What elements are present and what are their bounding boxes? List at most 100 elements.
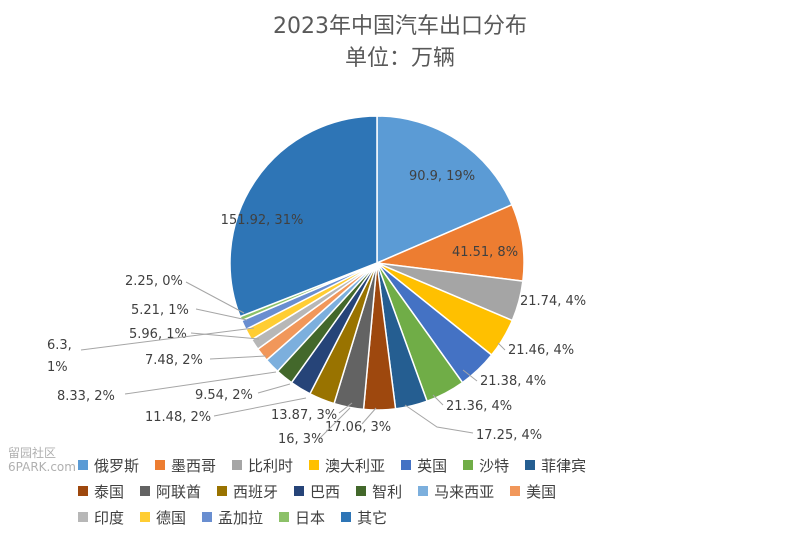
data-label-16: 5.21, 1% <box>131 303 189 318</box>
data-label-5: 21.36, 4% <box>446 399 512 414</box>
legend-item: 孟加拉 <box>202 507 263 528</box>
data-label-8: 16, 3% <box>278 432 323 447</box>
chart-legend: 俄罗斯 墨西哥 比利时 澳大利亚 英国 沙特 菲律宾泰国 阿联酋 西班牙 巴西 智利 马来西亚 美国印度… <box>78 452 778 530</box>
data-label-9: 13.87, 3% <box>271 408 337 423</box>
legend-item: 日本 <box>279 507 325 528</box>
legend-swatch <box>217 486 228 496</box>
data-label-12: 8.33, 2% <box>57 389 115 404</box>
legend-swatch <box>279 512 290 522</box>
leader-line-7 <box>361 407 377 425</box>
legend-swatch <box>294 486 305 496</box>
data-label-2: 21.74, 4% <box>520 294 586 309</box>
legend-label: 美国 <box>526 482 557 501</box>
legend-row: 泰国 阿联酋 西班牙 巴西 智利 马来西亚 美国 <box>78 478 778 504</box>
legend-label: 沙特 <box>479 456 510 475</box>
legend-label: 马来西亚 <box>434 482 495 501</box>
data-label-13: 7.48, 2% <box>145 353 203 368</box>
pie-slice-0 <box>376 115 513 265</box>
legend-label: 比利时 <box>248 456 294 475</box>
legend-swatch <box>309 460 320 470</box>
legend-label: 其它 <box>357 508 388 527</box>
legend-swatch <box>401 460 412 470</box>
legend-swatch <box>341 512 352 522</box>
data-label-6: 17.25, 4% <box>476 428 542 443</box>
legend-row: 印度 德国 孟加拉 日本 其它 <box>78 504 778 530</box>
legend-row: 俄罗斯 墨西哥 比利时 澳大利亚 英国 沙特 菲律宾 <box>78 452 778 478</box>
leader-line-5 <box>432 394 444 406</box>
legend-item: 德国 <box>140 507 186 528</box>
legend-item: 阿联酋 <box>140 481 201 502</box>
leader-line-9 <box>338 402 353 414</box>
legend-label: 泰国 <box>94 482 125 501</box>
data-label-3: 21.46, 4% <box>508 343 574 358</box>
legend-swatch <box>356 486 367 496</box>
legend-item: 比利时 <box>232 455 293 476</box>
pie-slice-18 <box>229 115 378 318</box>
legend-item: 马来西亚 <box>418 481 494 502</box>
legend-swatch <box>510 486 521 496</box>
leader-line-3 <box>497 342 506 351</box>
legend-label: 西班牙 <box>233 482 279 501</box>
legend-item: 澳大利亚 <box>309 455 385 476</box>
data-label-11: 9.54, 2% <box>195 388 253 403</box>
legend-swatch <box>525 460 536 470</box>
leader-line-17 <box>185 281 245 314</box>
legend-label: 俄罗斯 <box>94 456 140 475</box>
legend-item: 智利 <box>356 481 402 502</box>
leader-line-15 <box>80 327 255 351</box>
legend-swatch <box>155 460 166 470</box>
watermark-line1: 留园社区 <box>8 446 57 460</box>
legend-item: 墨西哥 <box>155 455 216 476</box>
legend-label: 德国 <box>156 508 187 527</box>
legend-item: 印度 <box>78 507 124 528</box>
legend-swatch <box>78 512 88 522</box>
leader-line-10 <box>213 397 307 417</box>
leader-line-8 <box>319 407 351 439</box>
leader-line-16 <box>195 308 248 321</box>
legend-item: 菲律宾 <box>525 455 586 476</box>
legend-item: 美国 <box>510 481 556 502</box>
legend-item: 沙特 <box>463 455 509 476</box>
legend-swatch <box>140 486 151 496</box>
data-label-15: 6.3, 1% <box>47 338 72 375</box>
legend-item: 泰国 <box>78 481 124 502</box>
data-label-0: 90.9, 19% <box>409 169 475 184</box>
legend-label: 菲律宾 <box>541 456 587 475</box>
legend-item: 其它 <box>341 507 387 528</box>
legend-swatch <box>202 512 213 522</box>
data-label-18: 151.92, 31% <box>221 213 304 228</box>
legend-swatch <box>78 486 88 496</box>
legend-item: 西班牙 <box>217 481 278 502</box>
leader-line-13 <box>209 355 267 360</box>
legend-label: 智利 <box>372 482 403 501</box>
legend-label: 阿联酋 <box>156 482 202 501</box>
legend-label: 孟加拉 <box>218 508 264 527</box>
watermark: 留园社区 6PARK.com <box>8 446 76 474</box>
chart-title: 2023年中国汽车出口分布 <box>273 14 527 39</box>
legend-swatch <box>140 512 151 522</box>
leader-line-14 <box>190 332 260 340</box>
legend-swatch <box>418 486 429 496</box>
legend-item: 俄罗斯 <box>78 455 139 476</box>
legend-label: 英国 <box>417 456 448 475</box>
leader-line-12 <box>124 371 277 395</box>
watermark-line2: 6PARK.com <box>8 460 76 474</box>
data-label-10: 11.48, 2% <box>145 410 211 425</box>
legend-label: 日本 <box>295 508 326 527</box>
legend-swatch <box>232 460 243 470</box>
legend-swatch <box>463 460 474 470</box>
data-label-1: 41.51, 8% <box>452 245 518 260</box>
data-label-4: 21.38, 4% <box>480 374 546 389</box>
data-label-7: 17.06, 3% <box>325 420 391 435</box>
data-label-17: 2.25, 0% <box>125 274 183 289</box>
chart-subtitle: 单位：万辆 <box>344 46 455 71</box>
leader-line-4 <box>462 369 478 382</box>
leader-line-11 <box>257 383 291 394</box>
legend-label: 澳大利亚 <box>325 456 386 475</box>
legend-label: 巴西 <box>310 482 341 501</box>
legend-label: 墨西哥 <box>171 456 217 475</box>
legend-item: 巴西 <box>294 481 340 502</box>
legend-label: 印度 <box>94 508 125 527</box>
legend-item: 英国 <box>401 455 447 476</box>
